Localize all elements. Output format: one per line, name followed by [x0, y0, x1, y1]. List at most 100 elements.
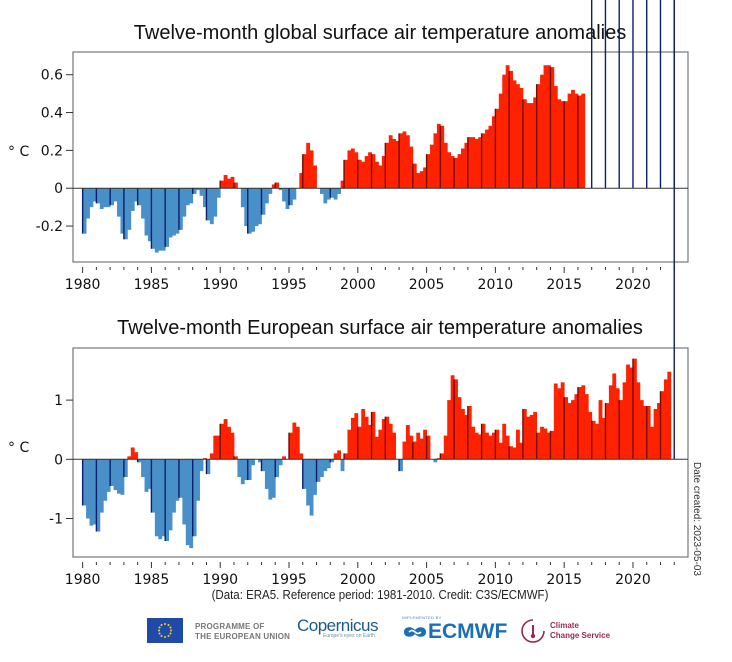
- global-bar: [323, 188, 328, 204]
- europe-bar: [588, 411, 593, 460]
- global-bar: [522, 99, 527, 189]
- global-bar: [261, 188, 266, 215]
- europe-bar: [230, 432, 235, 460]
- europe-bar: [512, 447, 517, 460]
- europe-chart-title: Twelve-month European surface air temper…: [117, 317, 643, 339]
- europe-bar: [392, 432, 397, 460]
- europe-bar: [426, 435, 431, 460]
- global-bar: [240, 188, 245, 208]
- global-bar: [512, 80, 517, 189]
- europe-bar: [220, 423, 225, 460]
- europe-bar: [326, 459, 331, 469]
- europe-bar: [577, 387, 582, 460]
- europe-bar: [182, 459, 187, 525]
- europe-bar: [158, 459, 163, 540]
- europe-bar: [457, 397, 462, 460]
- global-bar: [233, 182, 238, 189]
- europe-bar: [516, 429, 520, 460]
- eu-programme-text: PROGRAMME OF THE EUROPEAN UNION: [195, 622, 290, 642]
- europe-bar: [595, 423, 599, 460]
- europe-bar: [478, 434, 483, 460]
- thermometer-logo-icon: [521, 619, 545, 643]
- europe-bar: [405, 424, 410, 460]
- global-bar: [247, 188, 252, 234]
- global-bar: [464, 142, 469, 189]
- global-bar: [268, 188, 273, 194]
- global-bar: [505, 65, 510, 189]
- europe-bar: [636, 382, 641, 460]
- europe-bar: [313, 459, 317, 495]
- europe-bar: [440, 453, 445, 460]
- c3s-text-line1: Climate: [550, 621, 579, 630]
- global-chart-title: Twelve-month global surface air temperat…: [133, 22, 627, 44]
- europe-bar: [127, 456, 132, 460]
- europe-bar: [639, 400, 644, 460]
- global-bar: [557, 99, 562, 189]
- global-bar: [560, 101, 565, 189]
- europe-bar: [540, 426, 544, 460]
- europe-bar: [227, 426, 231, 460]
- europe-xtick-label: 2005: [409, 572, 445, 588]
- global-bar: [285, 188, 290, 210]
- europe-bar: [615, 388, 620, 460]
- europe-bar: [330, 459, 335, 463]
- europe-bar: [268, 459, 273, 500]
- europe-bar: [447, 400, 452, 460]
- europe-bar: [591, 420, 596, 460]
- global-bar: [361, 161, 366, 189]
- europe-bar: [206, 459, 211, 475]
- europe-bar: [471, 426, 476, 460]
- global-xtick-label: 2015: [546, 277, 582, 293]
- global-bar: [460, 148, 465, 189]
- europe-bar: [608, 385, 613, 460]
- global-bar: [419, 171, 424, 189]
- europe-bar: [375, 436, 379, 460]
- global-bar: [103, 188, 108, 208]
- europe-bar: [354, 413, 359, 460]
- europe-bar: [488, 435, 493, 460]
- europe-xtick-label: 2000: [340, 572, 376, 588]
- europe-bar: [137, 459, 142, 463]
- europe-bar: [646, 406, 651, 460]
- europe-bar: [82, 459, 87, 506]
- global-bar: [127, 188, 132, 230]
- europe-bar: [560, 382, 565, 460]
- global-bar: [230, 176, 235, 189]
- global-ytick-label: 0.2: [41, 143, 63, 159]
- europe-bar: [251, 459, 256, 466]
- global-bar: [491, 116, 496, 189]
- europe-bar: [154, 459, 159, 537]
- europe-bar: [433, 459, 438, 463]
- global-bar: [99, 188, 104, 210]
- global-bar: [344, 159, 348, 189]
- global-bar: [416, 173, 421, 189]
- europe-bar: [240, 459, 245, 485]
- global-bar: [206, 188, 211, 221]
- europe-bar: [626, 364, 630, 460]
- global-bar: [161, 188, 166, 251]
- global-xtick-label: 1985: [134, 277, 170, 293]
- global-bar: [313, 165, 317, 189]
- copernicus-wordmark: Copernicus: [297, 616, 379, 635]
- global-bar: [375, 161, 379, 189]
- global-bar: [254, 188, 259, 227]
- global-bar: [337, 188, 341, 194]
- europe-bar: [333, 453, 338, 460]
- global-bar: [436, 123, 441, 189]
- europe-bar: [203, 458, 207, 460]
- europe-bar: [106, 459, 111, 492]
- europe-bar: [113, 459, 118, 491]
- global-bar: [536, 84, 541, 189]
- europe-bar: [178, 459, 183, 498]
- global-bar: [571, 89, 575, 189]
- europe-bar: [454, 379, 458, 460]
- global-bar: [209, 188, 214, 225]
- global-bar: [457, 154, 462, 189]
- europe-bar: [196, 459, 200, 501]
- global-bar: [309, 150, 314, 189]
- europe-bar: [309, 459, 314, 516]
- europe-xtick-label: 2010: [478, 572, 514, 588]
- global-bar: [330, 188, 335, 198]
- europe-bar: [629, 367, 634, 460]
